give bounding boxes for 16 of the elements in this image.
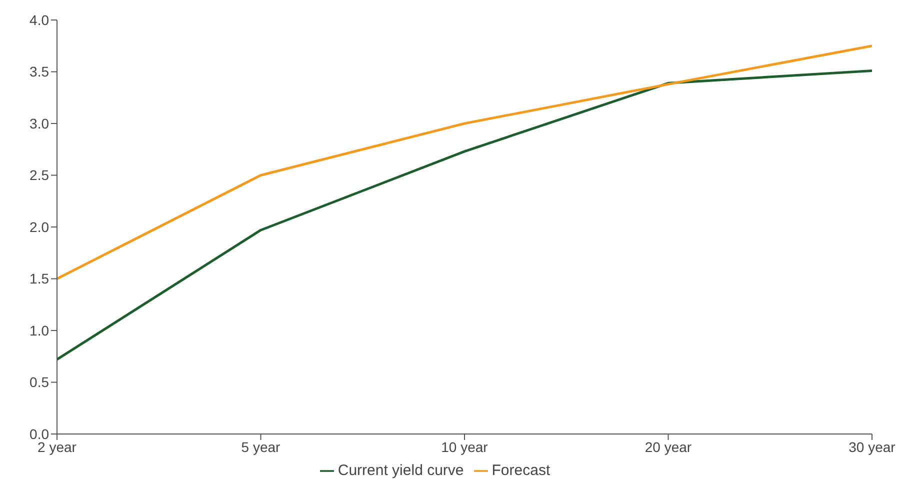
x-tick-label: 10 year — [441, 438, 488, 455]
x-tick-label: 20 year — [644, 438, 692, 455]
y-tick-label: 1.0 — [30, 322, 50, 338]
line-series — [56, 44, 874, 280]
x-tick-label: 5 year — [241, 438, 281, 455]
y-tick-label: 3.5 — [30, 64, 50, 80]
y-tick-label: 4.0 — [30, 12, 50, 28]
legend-label: Current yield curve — [338, 462, 464, 479]
y-tick-label: 3.0 — [30, 115, 50, 132]
y-tick-label: 2.0 — [30, 218, 50, 235]
legend-label: Forecast — [492, 462, 550, 479]
y-tick-label: 2.5 — [30, 167, 50, 184]
x-tick-label: 30 year — [848, 438, 896, 455]
y-tick-label: 0.5 — [30, 374, 50, 390]
line-series — [56, 69, 874, 361]
y-tick-label: 1.5 — [30, 270, 50, 287]
